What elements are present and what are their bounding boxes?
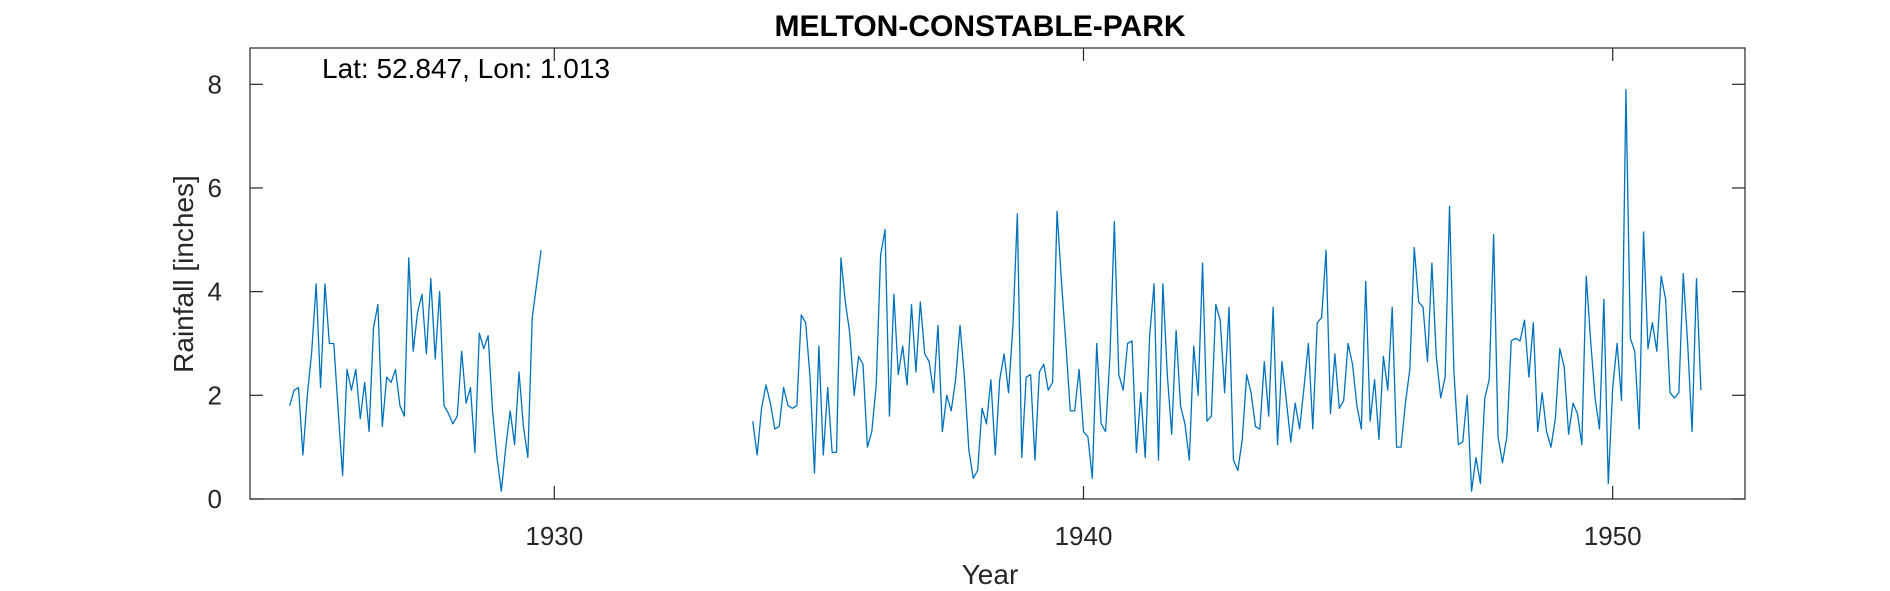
x-tick-label-1950: 1950 — [1584, 521, 1642, 551]
y-tick-label-2: 2 — [208, 380, 222, 410]
tick-labels: 1930 1940 1950 0 2 4 6 8 — [208, 69, 1642, 551]
plot-area-frame — [249, 47, 1746, 500]
x-tick-label-1930: 1930 — [525, 521, 583, 551]
y-tick-label-8: 8 — [208, 69, 222, 99]
x-axis-label: Year — [962, 559, 1019, 590]
chart-title: MELTON-CONSTABLE-PARK — [774, 10, 1185, 43]
y-axis-label: Rainfall [inches] — [168, 175, 199, 373]
axis-ticks — [250, 48, 1745, 500]
rainfall-series-line-segment-2 — [752, 88, 1702, 492]
x-tick-label-1940: 1940 — [1055, 521, 1113, 551]
series-group — [289, 88, 1702, 492]
y-tick-label-6: 6 — [208, 173, 222, 203]
y-tick-label-4: 4 — [208, 277, 222, 307]
y-tick-label-0: 0 — [208, 484, 222, 514]
rainfall-series-line-segment-1 — [289, 250, 542, 492]
location-annotation: Lat: 52.847, Lon: 1.013 — [322, 53, 610, 84]
